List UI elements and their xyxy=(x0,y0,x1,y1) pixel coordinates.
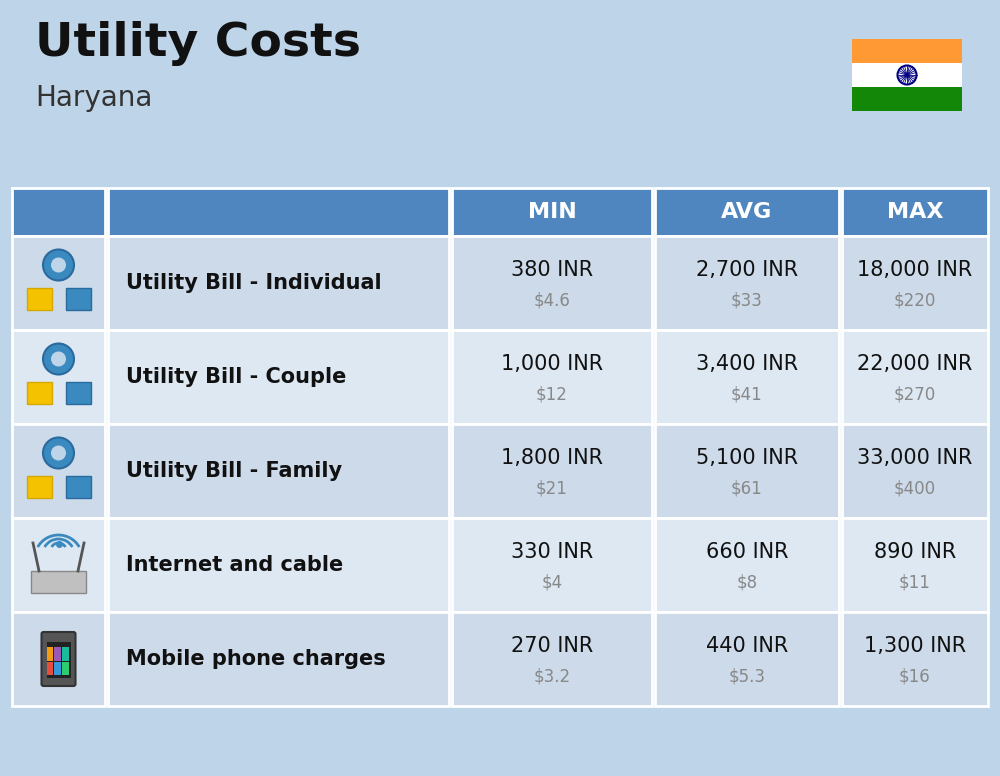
Circle shape xyxy=(51,352,66,366)
Text: 380 INR: 380 INR xyxy=(511,260,593,280)
Text: $11: $11 xyxy=(899,574,931,592)
Text: Mobile phone charges: Mobile phone charges xyxy=(126,649,386,669)
Text: 3,400 INR: 3,400 INR xyxy=(696,354,798,374)
Bar xyxy=(452,330,652,424)
Bar xyxy=(842,612,988,706)
Bar xyxy=(12,330,105,424)
FancyBboxPatch shape xyxy=(41,632,75,686)
Bar xyxy=(452,188,652,236)
Text: $41: $41 xyxy=(731,386,763,404)
Bar xyxy=(108,188,449,236)
Text: 22,000 INR: 22,000 INR xyxy=(857,354,973,374)
Text: 1,800 INR: 1,800 INR xyxy=(501,448,603,468)
Text: AVG: AVG xyxy=(721,202,773,222)
Text: $16: $16 xyxy=(899,668,931,686)
Text: 33,000 INR: 33,000 INR xyxy=(857,448,973,468)
Bar xyxy=(46,642,70,678)
Bar xyxy=(842,236,988,330)
Text: $5.3: $5.3 xyxy=(728,668,766,686)
Bar xyxy=(47,647,53,661)
Bar xyxy=(852,63,962,87)
Bar xyxy=(655,236,839,330)
Bar xyxy=(852,87,962,111)
Bar xyxy=(66,288,90,310)
Circle shape xyxy=(906,74,908,76)
Text: 440 INR: 440 INR xyxy=(706,636,788,656)
Text: Utility Bill - Family: Utility Bill - Family xyxy=(126,461,342,481)
Bar xyxy=(47,662,53,675)
Bar xyxy=(31,571,86,593)
Bar xyxy=(12,188,105,236)
Bar xyxy=(452,424,652,518)
Bar xyxy=(452,236,652,330)
Text: MAX: MAX xyxy=(887,202,943,222)
Text: MIN: MIN xyxy=(528,202,576,222)
Text: $21: $21 xyxy=(536,480,568,498)
Text: $12: $12 xyxy=(536,386,568,404)
Circle shape xyxy=(43,250,74,280)
Text: $4.6: $4.6 xyxy=(534,292,570,310)
Text: $4: $4 xyxy=(541,574,563,592)
Text: 660 INR: 660 INR xyxy=(706,542,788,562)
Bar xyxy=(108,518,449,612)
Text: $8: $8 xyxy=(736,574,758,592)
Bar xyxy=(108,424,449,518)
Bar xyxy=(54,662,61,675)
Bar xyxy=(12,612,105,706)
Text: Internet and cable: Internet and cable xyxy=(126,555,343,575)
Text: 330 INR: 330 INR xyxy=(511,542,593,562)
Bar xyxy=(655,612,839,706)
Text: $3.2: $3.2 xyxy=(533,668,571,686)
Bar xyxy=(852,39,962,63)
Bar xyxy=(452,612,652,706)
Bar xyxy=(655,518,839,612)
Bar xyxy=(452,518,652,612)
Text: Utility Bill - Couple: Utility Bill - Couple xyxy=(126,367,346,387)
Circle shape xyxy=(43,344,74,375)
Bar xyxy=(842,424,988,518)
Text: $33: $33 xyxy=(731,292,763,310)
Text: Utility Bill - Individual: Utility Bill - Individual xyxy=(126,273,382,293)
Bar xyxy=(27,476,52,498)
Text: 1,300 INR: 1,300 INR xyxy=(864,636,966,656)
Bar xyxy=(655,424,839,518)
Text: $61: $61 xyxy=(731,480,763,498)
Bar xyxy=(62,662,68,675)
Circle shape xyxy=(51,258,66,272)
Text: 1,000 INR: 1,000 INR xyxy=(501,354,603,374)
Text: 5,100 INR: 5,100 INR xyxy=(696,448,798,468)
Bar xyxy=(12,236,105,330)
Bar xyxy=(655,330,839,424)
Circle shape xyxy=(43,438,74,469)
Bar xyxy=(108,612,449,706)
Text: 890 INR: 890 INR xyxy=(874,542,956,562)
Text: 270 INR: 270 INR xyxy=(511,636,593,656)
Bar xyxy=(655,188,839,236)
Bar xyxy=(54,647,61,661)
Text: Haryana: Haryana xyxy=(35,84,152,112)
Bar xyxy=(66,476,90,498)
Text: Utility Costs: Utility Costs xyxy=(35,21,361,66)
Bar xyxy=(108,330,449,424)
Text: $220: $220 xyxy=(894,292,936,310)
Bar xyxy=(66,382,90,404)
Bar xyxy=(842,330,988,424)
Bar xyxy=(27,382,52,404)
Bar xyxy=(27,288,52,310)
Text: $400: $400 xyxy=(894,480,936,498)
Bar xyxy=(12,424,105,518)
Text: 2,700 INR: 2,700 INR xyxy=(696,260,798,280)
Bar xyxy=(108,236,449,330)
Bar xyxy=(62,647,68,661)
Circle shape xyxy=(51,445,66,460)
Bar xyxy=(842,188,988,236)
Bar xyxy=(842,518,988,612)
Text: 18,000 INR: 18,000 INR xyxy=(857,260,973,280)
Text: $270: $270 xyxy=(894,386,936,404)
Bar xyxy=(12,518,105,612)
